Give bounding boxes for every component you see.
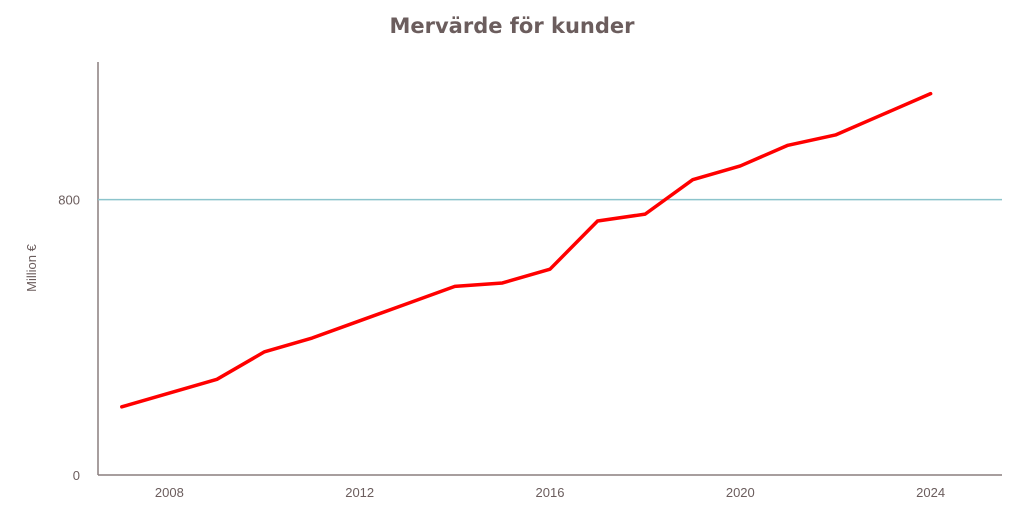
x-tick-label: 2008: [155, 485, 184, 500]
y-tick-label: 800: [58, 193, 80, 208]
chart-axes: [97, 62, 1002, 476]
chart-title: Mervärde för kunder: [389, 14, 635, 38]
y-tick-label: 0: [73, 468, 80, 483]
x-tick-label: 2024: [916, 485, 945, 500]
x-tick-label: 2020: [726, 485, 755, 500]
y-axis-label: Million €: [24, 243, 39, 291]
series-line: [120, 91, 933, 409]
x-tick-label: 2016: [536, 485, 565, 500]
series-group: [120, 91, 933, 409]
tick-labels: 2008 2012 2016 2020 2024 0 800: [58, 193, 945, 500]
x-tick-label: 2012: [345, 485, 374, 500]
